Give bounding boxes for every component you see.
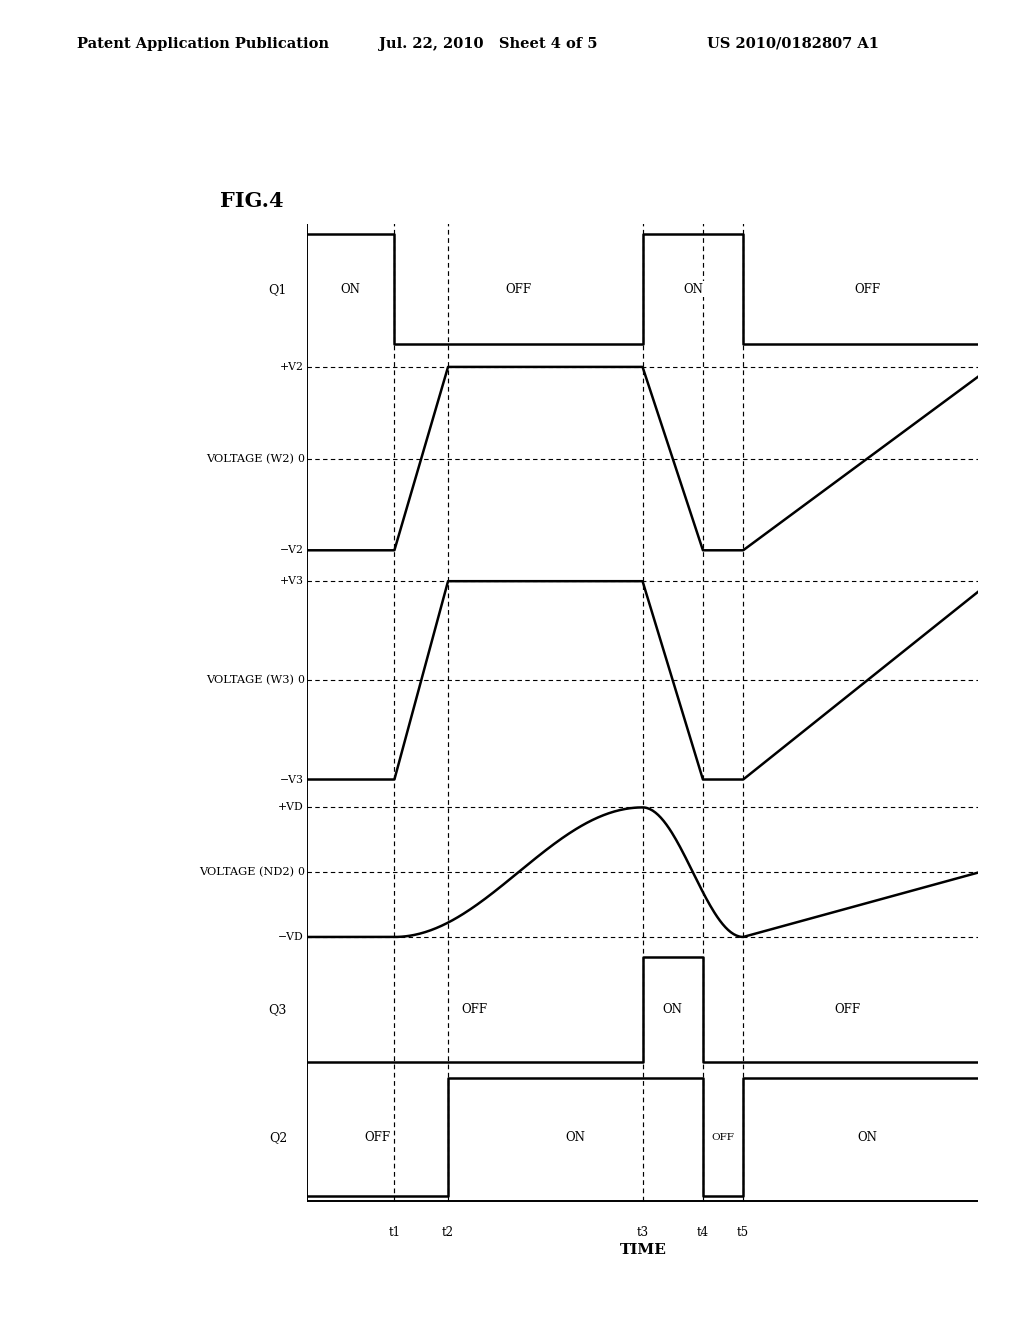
Text: Q2: Q2 bbox=[269, 1131, 287, 1144]
Text: OFF: OFF bbox=[854, 282, 881, 296]
Text: VOLTAGE (W2): VOLTAGE (W2) bbox=[206, 454, 294, 463]
Text: ON: ON bbox=[565, 1131, 586, 1144]
Text: t1: t1 bbox=[388, 1226, 400, 1239]
Text: ON: ON bbox=[857, 1131, 878, 1144]
Text: +V2: +V2 bbox=[280, 362, 304, 372]
Text: FIG.4: FIG.4 bbox=[220, 191, 284, 211]
Text: +V3: +V3 bbox=[280, 577, 304, 586]
Text: −VD: −VD bbox=[279, 932, 304, 942]
Text: t5: t5 bbox=[737, 1226, 750, 1239]
Text: OFF: OFF bbox=[835, 1003, 860, 1015]
Text: Patent Application Publication: Patent Application Publication bbox=[77, 37, 329, 51]
Text: 0: 0 bbox=[297, 454, 304, 463]
Text: VOLTAGE (ND2): VOLTAGE (ND2) bbox=[199, 867, 294, 878]
Text: VOLTAGE (W3): VOLTAGE (W3) bbox=[206, 676, 294, 685]
Text: t4: t4 bbox=[697, 1226, 709, 1239]
Text: ON: ON bbox=[341, 282, 360, 296]
Text: +VD: +VD bbox=[279, 803, 304, 812]
Text: Q3: Q3 bbox=[268, 1003, 287, 1015]
Text: US 2010/0182807 A1: US 2010/0182807 A1 bbox=[707, 37, 879, 51]
Text: ON: ON bbox=[683, 282, 702, 296]
Text: OFF: OFF bbox=[712, 1133, 734, 1142]
Text: 0: 0 bbox=[297, 867, 304, 878]
Text: 0: 0 bbox=[297, 676, 304, 685]
Text: t2: t2 bbox=[442, 1226, 454, 1239]
Text: OFF: OFF bbox=[462, 1003, 488, 1015]
Text: TIME: TIME bbox=[620, 1243, 667, 1258]
Text: OFF: OFF bbox=[506, 282, 531, 296]
Text: t3: t3 bbox=[637, 1226, 648, 1239]
Text: Q1: Q1 bbox=[268, 282, 287, 296]
Text: −V3: −V3 bbox=[280, 775, 304, 784]
Text: −V2: −V2 bbox=[280, 545, 304, 556]
Text: ON: ON bbox=[663, 1003, 683, 1015]
Text: OFF: OFF bbox=[365, 1131, 391, 1144]
Text: Jul. 22, 2010   Sheet 4 of 5: Jul. 22, 2010 Sheet 4 of 5 bbox=[379, 37, 597, 51]
